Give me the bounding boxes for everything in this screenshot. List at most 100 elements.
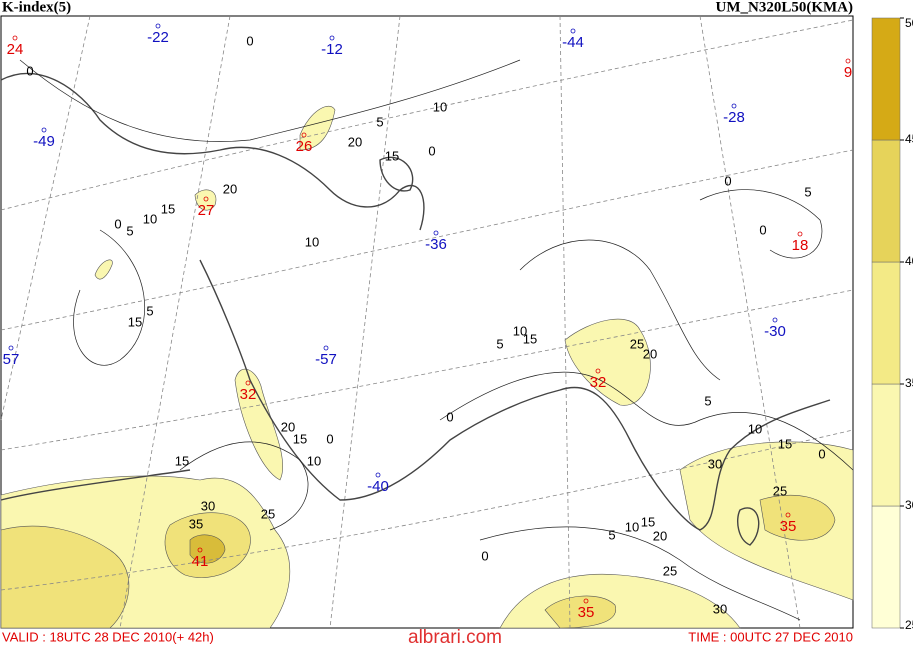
station-marker <box>433 230 439 236</box>
contour-label: 15 <box>175 453 189 468</box>
station-marker <box>329 35 335 41</box>
station-value: -36 <box>425 236 447 253</box>
map-title: K-index(5) <box>2 0 71 15</box>
colorbar-segment <box>871 139 901 263</box>
station-value: 18 <box>792 237 809 254</box>
station-marker <box>41 127 47 133</box>
contour-label: 10 <box>307 453 321 468</box>
contour-label: 0 <box>818 446 825 461</box>
colorbar: 25 30 35 40 45 50 <box>871 16 913 632</box>
contour-label: 0 <box>246 33 253 48</box>
station-marker <box>731 103 737 109</box>
colorbar-label: 30 <box>905 498 913 512</box>
colorbar-segment <box>871 17 901 141</box>
contour-label: 10 <box>513 323 527 338</box>
colorbar-label: 50 <box>905 16 913 30</box>
contour-label: 35 <box>189 516 203 531</box>
station-marker <box>570 28 576 34</box>
shading-max <box>189 534 226 564</box>
contour-label: 5 <box>704 393 711 408</box>
colorbar-segment <box>871 505 901 629</box>
contour-label: 30 <box>713 601 727 616</box>
map <box>0 15 854 629</box>
contour-label: 10 <box>748 421 762 436</box>
station-marker <box>845 58 851 64</box>
contour-label: 10 <box>625 519 639 534</box>
contour-label: 10 <box>143 211 157 226</box>
contour-label: 25 <box>630 336 644 351</box>
station-marker <box>797 231 803 237</box>
init-time: TIME : 00UTC 27 DEC 2010 <box>688 629 853 644</box>
station-marker <box>785 512 791 518</box>
station-marker <box>583 598 589 604</box>
station-value: 26 <box>296 138 313 155</box>
station-value: 27 <box>198 202 215 219</box>
station-value: -40 <box>367 478 389 495</box>
contour-label: 10 <box>433 99 447 114</box>
station-marker <box>8 345 14 351</box>
contour-label: 5 <box>146 303 153 318</box>
graticule <box>0 15 854 629</box>
contour-label: 0 <box>26 63 33 78</box>
station-value: 35 <box>780 518 797 535</box>
station-value: -57 <box>315 351 337 368</box>
contour-label: 20 <box>281 419 295 434</box>
station-value: 41 <box>192 553 209 570</box>
station-marker <box>245 380 251 386</box>
contour-label: 0 <box>446 409 453 424</box>
contour-label: 0 <box>759 222 766 237</box>
contour-label: 30 <box>201 498 215 513</box>
contour-label: 0 <box>114 216 121 231</box>
station-value: 9 <box>844 64 852 81</box>
station-value: 35 <box>578 604 595 621</box>
contour-label: 15 <box>161 201 175 216</box>
contour-label: 20 <box>653 528 667 543</box>
station-value: -12 <box>321 41 343 58</box>
station-value: -28 <box>723 109 745 126</box>
contour-label: 20 <box>223 181 237 196</box>
colorbar-label: 25 <box>905 618 913 632</box>
station-marker <box>12 35 18 41</box>
station-value: 24 <box>7 41 24 58</box>
colorbar-label: 45 <box>905 132 913 146</box>
contour-label: 5 <box>496 336 503 351</box>
contour-label: 5 <box>126 223 133 238</box>
contour-label: 0 <box>428 143 435 158</box>
contour-label: 25 <box>773 483 787 498</box>
model-name: UM_N320L50(KMA) <box>716 0 853 15</box>
station-marker <box>772 317 778 323</box>
station-value: -22 <box>147 29 169 46</box>
station-marker <box>197 547 203 553</box>
station-labels: 24 -22 -12 -44 9 -49 -28 26 27 -36 18 57 -57 -30 32 32 -… <box>3 23 852 621</box>
contour-label: 5 <box>804 184 811 199</box>
contour-label: 0 <box>724 173 731 188</box>
contour-label: 10 <box>305 234 319 249</box>
contour-label: 15 <box>385 148 399 163</box>
valid-time: VALID : 18UTC 28 DEC 2010(+ 42h) <box>2 629 214 644</box>
contour-label: 15 <box>641 514 655 529</box>
station-marker <box>301 132 307 138</box>
station-value: 32 <box>590 374 607 391</box>
watermark: albrari.com <box>408 627 502 648</box>
contour-label: 0 <box>326 431 333 446</box>
station-value: -44 <box>562 34 584 51</box>
station-marker <box>155 23 161 29</box>
contours <box>19 59 854 621</box>
station-value: 32 <box>240 386 257 403</box>
station-value: 57 <box>3 351 20 368</box>
station-marker <box>375 472 381 478</box>
colorbar-label: 40 <box>905 254 913 268</box>
contour-label: 25 <box>663 563 677 578</box>
contour-label: 0 <box>481 548 488 563</box>
contour-label: 15 <box>128 314 142 329</box>
contour-label: 15 <box>293 431 307 446</box>
contour-label: 15 <box>778 436 792 451</box>
station-value: -30 <box>764 323 786 340</box>
station-marker <box>323 345 329 351</box>
contour-label: 20 <box>348 134 362 149</box>
contour-label: 30 <box>708 456 722 471</box>
station-marker <box>595 368 601 374</box>
contour-label: 5 <box>608 527 615 542</box>
station-marker <box>203 196 209 202</box>
